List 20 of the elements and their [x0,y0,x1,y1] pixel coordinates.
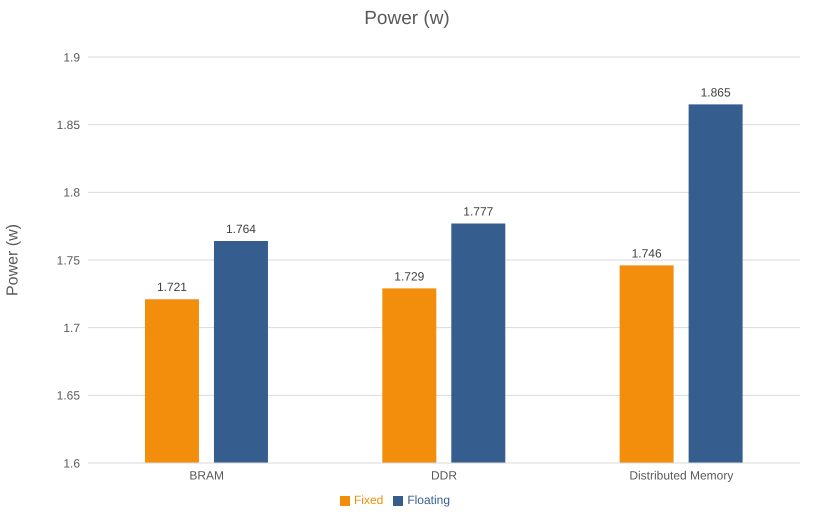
x-tick-label: Distributed Memory [629,468,734,483]
chart-title: Power (w) [363,8,451,30]
data-label: 1.777 [463,204,494,218]
data-label: 1.865 [700,85,731,100]
legend-label: Fixed [354,493,384,507]
y-tick-label: 1.9 [63,50,80,64]
legend-label: Floating [407,493,450,507]
y-tick-label: 1.85 [56,118,80,132]
data-label: 1.746 [632,246,662,260]
data-label: 1.721 [156,280,188,294]
y-tick-label: 1.6 [63,456,80,470]
y-tick-label: 1.75 [56,253,80,268]
y-axis-title: Power (w) [4,224,22,296]
y-tick-label: 1.65 [56,388,80,403]
x-tick-label: DDR [431,468,458,483]
data-label: 1.729 [394,269,425,284]
data-label: 1.764 [226,222,256,236]
y-tick-label: 1.8 [63,186,80,200]
x-tick-label: BRAM [189,468,224,483]
y-tick-label: 1.7 [63,320,80,335]
